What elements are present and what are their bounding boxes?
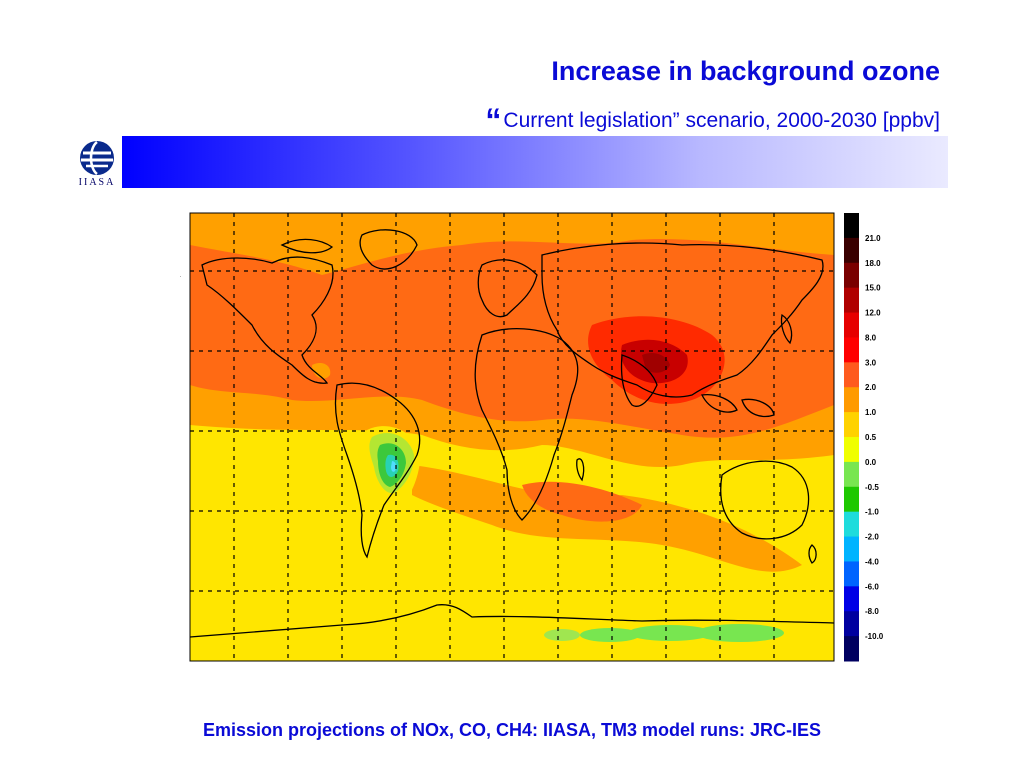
page-title: Increase in background ozone	[551, 56, 940, 86]
colorbar-swatch	[844, 511, 859, 538]
colorbar-swatch	[844, 536, 859, 562]
colorbar: 21.0 18.0 15.0 12.0 8.0 3.0 2.0 1.0 0.5 0.0 -0.5 -1…	[844, 213, 884, 662]
colorbar-swatch	[844, 287, 859, 314]
colorbar-label: 2.0	[865, 383, 877, 392]
colorbar-label: -0.5	[865, 483, 879, 492]
svg-text:.: .	[180, 273, 181, 279]
colorbar-label: -8.0	[865, 607, 879, 616]
colorbar-swatch	[844, 412, 859, 438]
page-subtitle: “Current legislation” scenario, 2000-203…	[485, 102, 940, 139]
colorbar-label: 15.0	[865, 284, 881, 293]
colorbar-label: 12.0	[865, 309, 881, 318]
colorbar-swatch	[844, 337, 859, 363]
colorbar-swatch	[844, 486, 859, 513]
colorbar-label: -10.0	[865, 632, 884, 641]
colorbar-label: -6.0	[865, 582, 879, 591]
colorbar-swatch	[844, 362, 859, 388]
subtitle-text: Current legislation” scenario, 2000-2030…	[503, 109, 940, 132]
colorbar-label: 1.0	[865, 408, 877, 417]
colorbar-label: -2.0	[865, 533, 879, 542]
footer-caption: Emission projections of NOx, CO, CH4: II…	[202, 720, 822, 740]
colorbar-swatch	[844, 387, 859, 413]
colorbar-label: 18.0	[865, 259, 881, 268]
colorbar-label: 8.0	[865, 333, 877, 342]
colorbar-label: 3.0	[865, 358, 877, 367]
colorbar-swatch	[844, 461, 859, 488]
colorbar-swatch	[844, 437, 859, 463]
open-quote: “	[485, 102, 502, 138]
colorbar-swatch	[844, 213, 859, 239]
colorbar-swatch	[844, 561, 859, 587]
colorbar-label: 21.0	[865, 234, 881, 243]
colorbar-swatch	[844, 312, 859, 338]
colorbar-swatch	[844, 636, 859, 662]
logo-text: IIASA	[78, 177, 116, 188]
colorbar-swatch	[844, 586, 859, 612]
colorbar-label: 0.5	[865, 433, 877, 442]
colorbar-swatch	[844, 611, 859, 637]
colorbar-label: 0.0	[865, 458, 877, 467]
colorbar-label: -4.0	[865, 557, 879, 566]
colorbar-label: -1.0	[865, 508, 879, 517]
ozone-map-svg: 21.0 18.0 15.0 12.0 8.0 3.0 2.0 1.0 0.5 0.0 -0.5 -1…	[180, 212, 884, 662]
colorbar-swatch	[844, 237, 859, 264]
iiasa-logo-icon	[80, 141, 114, 175]
ozone-map: 21.0 18.0 15.0 12.0 8.0 3.0 2.0 1.0 0.5 0.0 -0.5 -1…	[162, 205, 892, 667]
coastlines	[190, 229, 834, 638]
header-gradient-bar	[122, 136, 948, 188]
colorbar-swatch	[844, 262, 859, 289]
